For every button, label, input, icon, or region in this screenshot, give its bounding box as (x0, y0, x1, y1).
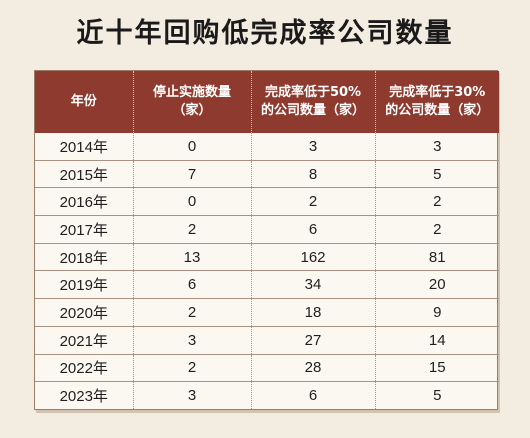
table-body: 2014年 0 3 3 2015年 7 8 5 2016年 0 2 2 2017年 2 6 2 2018年 13 1… (35, 133, 499, 409)
header-below-30-line-2: 的公司数量（家） (385, 103, 490, 118)
cell-year: 2021年 (35, 325, 133, 355)
cell-below-30: 14 (374, 325, 499, 355)
header-row: 年份 停止实施数量 （家） 完成率低于50% 的公司数量（家） 完成率低于30%… (35, 71, 499, 133)
cell-stopped: 7 (132, 159, 251, 188)
cell-stopped: 3 (132, 325, 251, 355)
table-row: 2016年 0 2 2 (35, 187, 499, 216)
cell-stopped: 13 (132, 242, 251, 271)
cell-stopped: 6 (132, 270, 251, 299)
cell-year: 2015年 (35, 159, 133, 188)
header-year: 年份 (35, 71, 133, 133)
cell-below-30: 15 (374, 353, 499, 382)
page-title: 近十年回购低完成率公司数量 (76, 18, 454, 49)
cell-below-50: 8 (250, 159, 375, 188)
cell-stopped: 2 (132, 298, 251, 327)
table-row: 2021年 3 27 14 (35, 325, 499, 355)
header-stopped-line-2: （家） (172, 103, 212, 118)
cell-year: 2022年 (35, 353, 133, 382)
header-stopped-count: 停止实施数量 （家） (132, 71, 251, 133)
cell-stopped: 2 (132, 215, 251, 244)
cell-year: 2023年 (35, 381, 133, 409)
cell-below-30: 9 (374, 298, 499, 327)
cell-below-30: 5 (374, 159, 499, 188)
cell-below-30: 2 (374, 215, 499, 244)
header-below-50-line-2: 的公司数量（家） (260, 103, 365, 118)
cell-stopped: 0 (132, 187, 251, 216)
cell-below-50: 28 (250, 353, 375, 382)
header-below-50: 完成率低于50% 的公司数量（家） (250, 71, 375, 133)
cell-below-30: 20 (374, 270, 499, 299)
cell-below-30: 5 (374, 381, 499, 409)
cell-year: 2017年 (35, 215, 133, 244)
header-stopped-line-1: 停止实施数量 (152, 85, 231, 100)
table-row: 2022年 2 28 15 (35, 353, 499, 382)
data-table: 年份 停止实施数量 （家） 完成率低于50% 的公司数量（家） 完成率低于30%… (35, 71, 499, 409)
table-row: 2014年 0 3 3 (35, 133, 499, 161)
cell-below-50: 27 (250, 325, 375, 355)
cell-below-50: 6 (250, 215, 375, 244)
cell-year: 2019年 (35, 270, 133, 299)
cell-below-50: 34 (250, 270, 375, 299)
cell-year: 2016年 (35, 187, 133, 216)
cell-stopped: 3 (132, 381, 251, 409)
data-table-container: 年份 停止实施数量 （家） 完成率低于50% 的公司数量（家） 完成率低于30%… (34, 70, 499, 410)
cell-stopped: 2 (132, 353, 251, 382)
cell-below-50: 3 (250, 133, 375, 161)
cell-below-30: 2 (374, 187, 499, 216)
header-below-30-line-1: 完成率低于30% (389, 85, 486, 100)
table-row: 2018年 13 162 81 (35, 242, 499, 271)
table-row: 2020年 2 18 9 (35, 298, 499, 327)
header-year-line-1: 年份 (70, 94, 97, 109)
table-row: 2019年 6 34 20 (35, 270, 499, 299)
cell-stopped: 0 (132, 133, 251, 161)
cell-below-30: 3 (374, 133, 499, 161)
cell-below-50: 18 (250, 298, 375, 327)
table-row: 2023年 3 6 5 (35, 381, 499, 409)
header-below-50-line-1: 完成率低于50% (264, 85, 362, 100)
cell-year: 2018年 (35, 242, 133, 271)
cell-below-50: 2 (250, 187, 375, 216)
cell-below-50: 6 (250, 381, 375, 409)
header-below-30: 完成率低于30% 的公司数量（家） (374, 71, 499, 133)
table-row: 2015年 7 8 5 (35, 159, 499, 188)
cell-year: 2014年 (59, 138, 108, 156)
table-row: 2017年 2 6 2 (35, 215, 499, 244)
cell-year: 2020年 (35, 298, 133, 327)
cell-below-30: 81 (374, 242, 499, 271)
table-header: 年份 停止实施数量 （家） 完成率低于50% 的公司数量（家） 完成率低于30%… (35, 71, 499, 133)
cell-below-50: 162 (250, 242, 375, 271)
